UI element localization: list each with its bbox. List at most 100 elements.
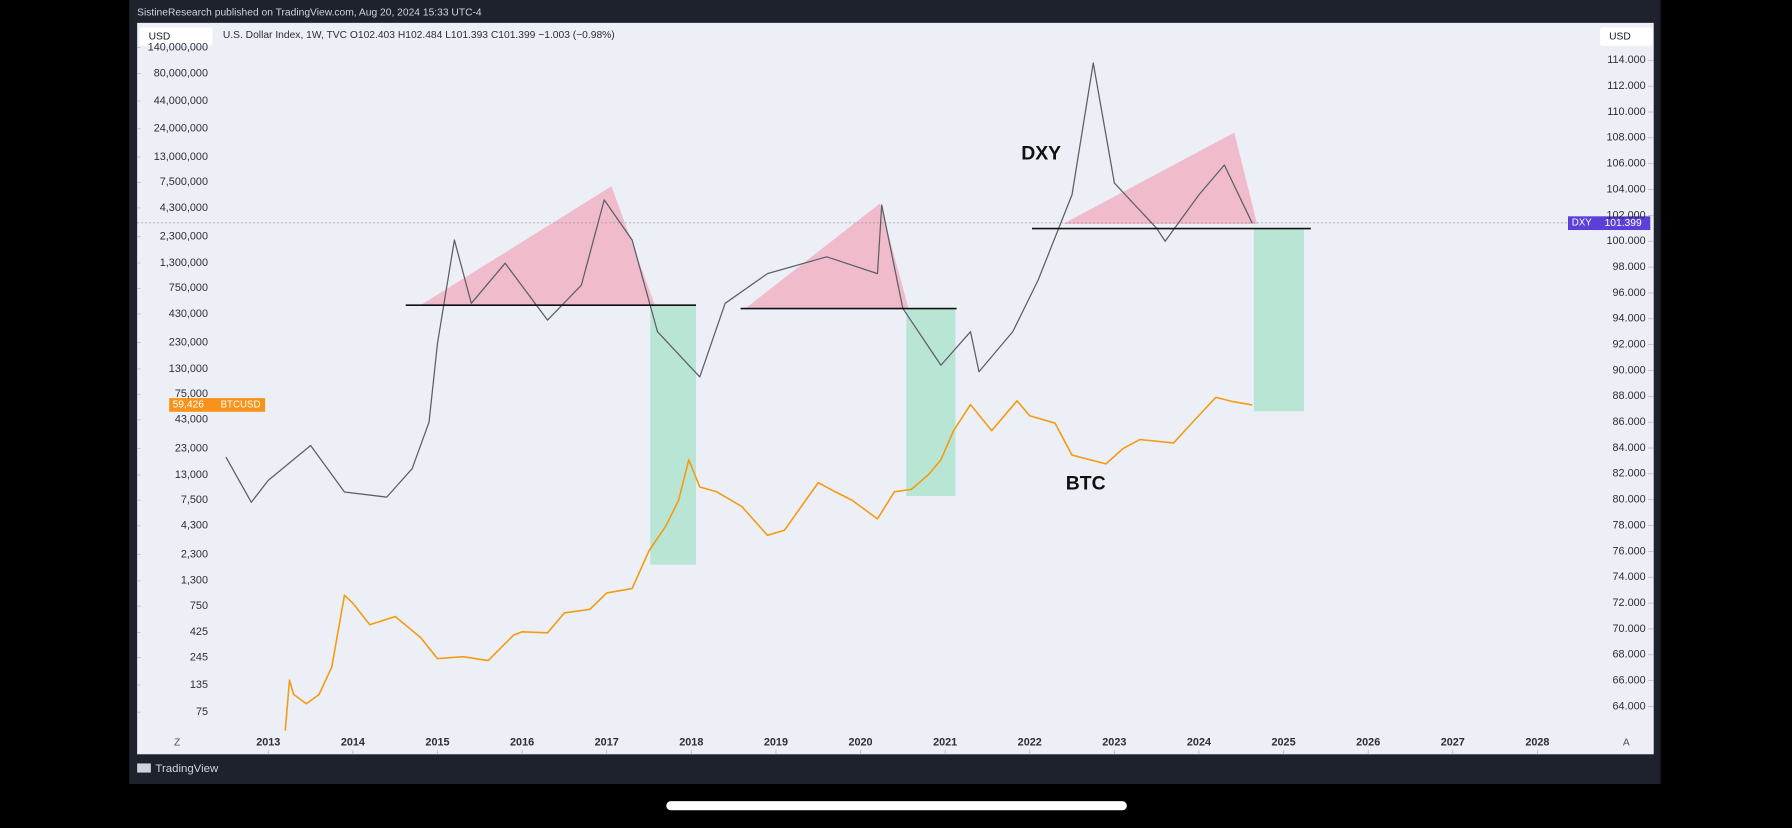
y2-tick-label: 68.000 [1613, 649, 1646, 661]
y-tick-label: 245 [190, 652, 208, 664]
brand: TradingView [155, 763, 219, 775]
x-tick-label: 2024 [1187, 737, 1211, 749]
currency-button[interactable] [139, 27, 213, 46]
marker-name: BTCUSD [221, 400, 261, 411]
drawings [137, 132, 1600, 565]
y2-tick-label: 82.000 [1613, 468, 1646, 480]
scale-button[interactable]: Z [174, 738, 180, 749]
series-layer [225, 62, 1253, 731]
y-tick-label: 750,000 [169, 282, 208, 294]
y2-tick-label: 114.000 [1607, 54, 1645, 66]
annotation: BTC [1066, 473, 1106, 495]
currency-label[interactable]: USD [149, 31, 171, 42]
y2-tick-label: 102.000 [1607, 209, 1646, 221]
x-tick-label: 2016 [510, 737, 534, 749]
y2-tick-label: 66.000 [1613, 674, 1646, 686]
x-tick-label: 2021 [933, 737, 957, 749]
y-tick-label: 230,000 [169, 337, 208, 349]
published-note: SistineResearch published on TradingView… [137, 7, 482, 18]
marker-name: DXY [1572, 218, 1592, 229]
projection-box [1253, 228, 1304, 412]
x-tick-label: 2015 [425, 737, 449, 749]
x-tick-label: 2017 [595, 737, 619, 749]
y2-tick-label: 84.000 [1613, 442, 1646, 454]
symbol-legend: U.S. Dollar Index, 1W, TVC O102.403 H102… [223, 30, 615, 41]
y2-tick-label: 100.000 [1607, 235, 1646, 247]
annotation: DXY [1021, 142, 1061, 164]
y-tick-label: 43,000 [175, 414, 208, 426]
y2-tick-label: 64.000 [1613, 700, 1646, 712]
y2-tick-label: 80.000 [1613, 494, 1646, 506]
x-tick-label: 2023 [1102, 737, 1126, 749]
y2-tick-label: 70.000 [1613, 623, 1646, 635]
y2-tick-label: 104.000 [1607, 183, 1646, 195]
x-tick-label: 2022 [1018, 737, 1042, 749]
y2-tick-label: 96.000 [1613, 287, 1646, 299]
y2-tick-label: 90.000 [1613, 364, 1646, 376]
y2-tick-label: 108.000 [1607, 132, 1646, 144]
x-tick-label: 2013 [256, 737, 280, 749]
x-tick-label: 2019 [764, 737, 788, 749]
y2-tick-label: 72.000 [1613, 597, 1646, 609]
currency-button[interactable] [1600, 27, 1653, 46]
y-tick-label: 24,000,000 [154, 123, 208, 135]
pattern-triangle [420, 186, 655, 306]
marker-price: 59,426 [173, 400, 205, 411]
projection-box [906, 308, 956, 496]
support-lines [405, 227, 1311, 310]
x-tick-label: 2014 [341, 737, 365, 749]
x-tick-label: 2020 [848, 737, 872, 749]
y-tick-label: 7,500,000 [160, 176, 208, 188]
price-marker [169, 398, 266, 412]
y2-tick-label: 110.000 [1607, 106, 1645, 118]
y2-tick-label: 86.000 [1613, 416, 1646, 428]
y-tick-label: 1,300,000 [160, 257, 208, 269]
scale-button[interactable]: A [1623, 738, 1630, 749]
currency-label[interactable]: USD [1609, 31, 1631, 42]
y2-tick-label: 94.000 [1613, 313, 1646, 325]
y-tick-label: 7,500 [181, 494, 208, 506]
y-tick-label: 44,000,000 [154, 95, 208, 107]
price-marker [1568, 216, 1651, 231]
y-tick-label: 430,000 [169, 308, 208, 320]
marker-price: 101.399 [1605, 218, 1642, 229]
y2-tick-label: 98.000 [1613, 261, 1646, 273]
y2-tick-label: 76.000 [1613, 545, 1646, 557]
y2-tick-label: 88.000 [1613, 390, 1646, 402]
y2-tick-label: 106.000 [1607, 158, 1646, 170]
y2-tick-label: 74.000 [1613, 571, 1646, 583]
y2-tick-label: 78.000 [1613, 519, 1646, 531]
y2-tick-label: 92.000 [1613, 338, 1646, 350]
y-tick-label: 2,300,000 [160, 231, 208, 243]
y-tick-label: 80,000,000 [154, 67, 208, 79]
y-tick-label: 75 [196, 706, 208, 718]
y-tick-label: 1,300 [181, 575, 208, 587]
x-tick-label: 2028 [1525, 737, 1549, 749]
brand-logo [137, 763, 151, 773]
chart-area [137, 22, 1654, 755]
x-tick-label: 2018 [679, 737, 703, 749]
series-line [225, 62, 1253, 503]
y-tick-label: 2,300 [181, 548, 208, 560]
y-tick-label: 23,000 [175, 443, 208, 455]
y-tick-label: 135 [190, 679, 208, 691]
projection-box [650, 305, 696, 565]
y-tick-label: 140,000,000 [148, 42, 208, 54]
y-tick-label: 75,000 [175, 388, 208, 400]
y2-tick-label: 112.000 [1607, 80, 1645, 92]
pattern-triangle [1062, 132, 1258, 224]
x-tick-label: 2027 [1441, 737, 1465, 749]
y-tick-label: 4,300 [181, 520, 208, 532]
y-tick-label: 750 [190, 600, 208, 612]
y-tick-label: 4,300,000 [160, 202, 208, 214]
pattern-triangle [745, 203, 909, 309]
x-tick-label: 2026 [1356, 737, 1380, 749]
y-tick-label: 13,000,000 [154, 151, 208, 163]
y-tick-label: 13,000 [175, 469, 208, 481]
home-indicator [666, 801, 1127, 811]
price-markers: DXY 101.399 59,426 BTCUSD [169, 216, 1651, 412]
y-tick-label: 425 [190, 626, 208, 638]
y-tick-label: 130,000 [169, 363, 208, 375]
